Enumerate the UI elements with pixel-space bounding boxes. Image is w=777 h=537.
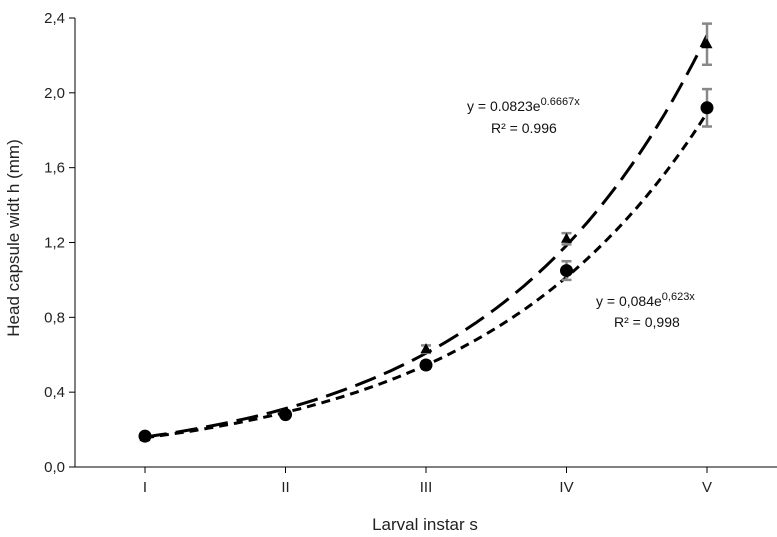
data-point-circle xyxy=(419,358,433,372)
x-tick-label: II xyxy=(281,479,289,496)
y-ticks: 0,0 0,4 0,8 1,2 1,6 2,0 2,4 xyxy=(44,10,75,476)
x-tick-label: III xyxy=(420,479,433,496)
axes: 0,00,40,81,21,62,02,4 I II III IV V xyxy=(44,10,777,496)
y-tick-label: 1,2 xyxy=(44,235,65,252)
data-point-triangle xyxy=(561,232,572,243)
data-point-triangle xyxy=(420,343,432,354)
equation-annotation-1: y = 0.0823e0.6667x R² = 0.996 xyxy=(467,96,580,136)
data-point-circle xyxy=(700,101,714,115)
y-tick-label: 1,6 xyxy=(44,160,65,177)
data-point-circle xyxy=(138,429,152,443)
equation-annotation-2: y = 0,084e0,623x R² = 0,998 xyxy=(596,291,695,330)
x-tick-label: IV xyxy=(559,479,573,496)
trend-lines xyxy=(144,34,709,440)
y-tick-label: 2,0 xyxy=(44,85,65,102)
trend-line-1 xyxy=(144,34,709,439)
y-tick-label: 2,4 xyxy=(44,10,65,27)
data-point-circle xyxy=(560,264,573,278)
y-tick-label: 0,0 xyxy=(44,459,65,476)
y-tick-label: 0,4 xyxy=(44,384,65,401)
data-point-circle xyxy=(279,408,292,422)
x-axis-title: Larval instar s xyxy=(372,515,478,534)
r-squared-2: R² = 0,998 xyxy=(614,314,680,330)
data-point-triangle xyxy=(701,38,713,49)
data-points xyxy=(138,38,714,443)
equation-2: y = 0,084e0,623x xyxy=(596,291,695,309)
x-ticks: I II III IV V xyxy=(143,467,712,496)
x-tick-label: V xyxy=(702,479,712,496)
y-tick-label: 0,8 xyxy=(44,309,65,326)
y-axis-title: Head capsule widt h (mm) xyxy=(4,139,23,336)
trend-line-2 xyxy=(144,112,709,440)
equation-1: y = 0.0823e0.6667x xyxy=(467,96,580,114)
error-bars xyxy=(280,22,712,418)
x-tick-label: I xyxy=(143,479,147,496)
r-squared-1: R² = 0.996 xyxy=(491,120,557,136)
